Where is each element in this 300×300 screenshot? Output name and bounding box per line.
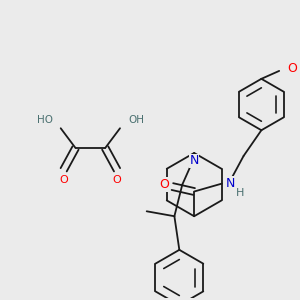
- Text: O: O: [287, 62, 297, 75]
- Text: H: H: [236, 188, 244, 199]
- Text: O: O: [160, 178, 170, 191]
- Text: HO: HO: [37, 115, 53, 125]
- Text: OH: OH: [128, 115, 144, 125]
- Text: O: O: [59, 175, 68, 185]
- Text: N: N: [190, 154, 199, 167]
- Text: N: N: [226, 177, 235, 190]
- Text: O: O: [113, 175, 122, 185]
